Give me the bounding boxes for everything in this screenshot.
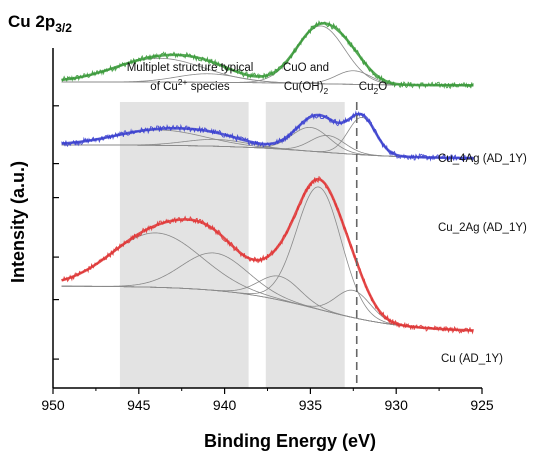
- series-label-cu-2ag: Cu_2Ag (AD_1Y): [438, 222, 527, 234]
- spectra: [61, 20, 474, 335]
- x-tick-label-950: 950: [41, 397, 65, 413]
- fit-envelope-cu-ad-1y-: [61, 177, 474, 332]
- raw-spectrum-cu-ad-1y-: [61, 175, 474, 335]
- x-axis-title: Binding Energy (eV): [204, 431, 376, 451]
- x-tick-label-935: 935: [299, 397, 323, 413]
- annotation-multiplet-line2: of Cu2+ species: [150, 77, 230, 93]
- x-tick-label-925: 925: [470, 397, 494, 413]
- annotation-cuo-line1: CuO and: [283, 62, 329, 74]
- x-tick-label-945: 945: [127, 397, 151, 413]
- shaded-region-multiplet: [119, 102, 249, 388]
- axes: 950 945 940 935 930 925: [41, 48, 494, 413]
- annotation-cuo: CuO and Cu(OH)2: [283, 62, 329, 96]
- series-label-cu: Cu (AD_1Y): [441, 353, 503, 365]
- annotation-cuo-line2: Cu(OH)2: [284, 81, 329, 96]
- fit-envelope-cu-2ag-ad-1y-: [61, 112, 474, 160]
- panel-title: Cu 2p3/2: [8, 12, 72, 35]
- series-label-cu-4ag: Cu_4Ag (AD_1Y): [438, 153, 527, 165]
- y-axis-title: Intensity (a.u.): [8, 161, 28, 283]
- annotation-multiplet-line1: Multiplet structure typical: [127, 62, 254, 74]
- annotation-cu2o: Cu2O: [359, 81, 387, 96]
- annotation-multiplet: Multiplet structure typical of Cu2+ spec…: [127, 62, 254, 93]
- x-tick-label-930: 930: [385, 397, 409, 413]
- fit-envelope-cu-4ag-ad-1y-: [61, 22, 474, 87]
- x-tick-label-940: 940: [213, 397, 237, 413]
